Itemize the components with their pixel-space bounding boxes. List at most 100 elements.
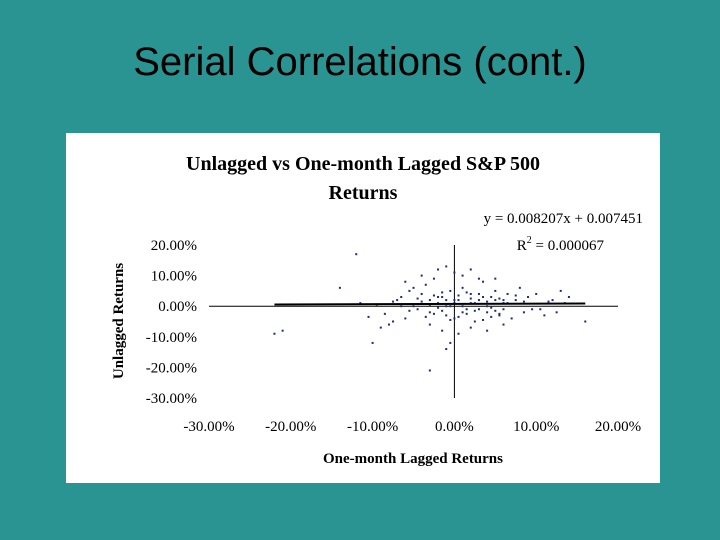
data-point	[518, 286, 521, 289]
data-point	[281, 329, 284, 332]
data-point	[486, 305, 489, 308]
data-point	[486, 300, 489, 303]
chart-title-line2: Returns	[329, 182, 398, 204]
data-point	[449, 305, 452, 308]
data-point	[449, 289, 452, 292]
data-point	[453, 317, 456, 320]
data-point	[465, 312, 468, 315]
data-point	[506, 292, 509, 295]
data-point	[469, 292, 472, 295]
data-point	[371, 341, 374, 344]
data-point	[273, 332, 276, 335]
chart-panel: Unlagged vs One-month Lagged S&P 500 Ret…	[66, 133, 660, 483]
data-point	[461, 286, 464, 289]
data-point	[457, 315, 460, 318]
data-point	[420, 300, 423, 303]
data-point	[543, 314, 546, 317]
data-point	[502, 323, 505, 326]
data-point	[567, 296, 570, 299]
data-point	[412, 286, 415, 289]
data-point	[531, 308, 534, 311]
data-point	[477, 308, 480, 311]
data-point	[424, 315, 427, 318]
data-point	[445, 299, 448, 302]
x-tick-label: -10.00%	[347, 419, 398, 435]
data-point	[424, 283, 427, 286]
data-point	[461, 305, 464, 308]
data-point	[547, 300, 550, 303]
data-point	[392, 300, 395, 303]
data-point	[527, 296, 530, 299]
data-point	[404, 317, 407, 320]
data-point	[494, 289, 497, 292]
chart-title-line1: Unlagged vs One-month Lagged S&P 500	[186, 153, 540, 175]
data-point	[494, 309, 497, 312]
data-point	[498, 297, 501, 300]
data-point	[338, 286, 341, 289]
data-point	[441, 309, 444, 312]
data-point	[428, 323, 431, 326]
data-point	[383, 312, 386, 315]
data-point	[514, 294, 517, 297]
data-point	[441, 296, 444, 299]
data-point	[432, 277, 435, 280]
trendline-equation: y = 0.008207x + 0.007451	[484, 211, 643, 227]
y-tick-label: 20.00%	[151, 238, 197, 254]
data-point	[404, 280, 407, 283]
data-point	[477, 299, 480, 302]
data-point	[400, 305, 403, 308]
data-point	[535, 292, 538, 295]
y-tick-label: -10.00%	[146, 330, 197, 346]
data-point	[465, 308, 468, 311]
y-tick-label: -20.00%	[146, 360, 197, 376]
trendline-group	[274, 302, 586, 306]
data-point	[469, 268, 472, 271]
data-point	[412, 305, 415, 308]
data-point	[490, 306, 493, 309]
y-tick-label: -30.00%	[146, 391, 197, 407]
data-point	[416, 297, 419, 300]
data-point	[461, 274, 464, 277]
data-point	[379, 326, 382, 329]
data-point	[437, 268, 440, 271]
x-tick-label: 10.00%	[513, 419, 559, 435]
data-point	[559, 289, 562, 292]
data-point	[490, 315, 493, 318]
data-point	[502, 299, 505, 302]
data-point	[367, 315, 370, 318]
data-point	[457, 299, 460, 302]
data-point	[445, 314, 448, 317]
data-point	[486, 329, 489, 332]
data-point	[486, 311, 489, 314]
data-point	[400, 296, 403, 299]
data-point	[428, 369, 431, 372]
data-point	[473, 320, 476, 323]
data-point	[396, 299, 399, 302]
r-squared-label: R2 = 0.000067	[517, 235, 605, 254]
data-point	[428, 299, 431, 302]
data-point	[469, 297, 472, 300]
data-point	[514, 299, 517, 302]
data-point	[461, 311, 464, 314]
slide-title: Serial Correlations (cont.)	[133, 40, 587, 84]
trendline	[274, 302, 586, 306]
data-point	[420, 274, 423, 277]
data-point	[494, 299, 497, 302]
data-point	[437, 306, 440, 309]
y-tick-label: 10.00%	[151, 269, 197, 285]
x-tick-label: -30.00%	[183, 419, 234, 435]
data-point	[469, 326, 472, 329]
data-point	[490, 296, 493, 299]
x-axis-label: One-month Lagged Returns	[323, 451, 503, 467]
data-point	[432, 312, 435, 315]
data-point	[522, 300, 525, 303]
data-point	[408, 309, 411, 312]
points-group	[273, 253, 587, 372]
data-point	[457, 294, 460, 297]
data-point	[584, 320, 587, 323]
data-point	[522, 311, 525, 314]
data-point	[555, 311, 558, 314]
data-point	[473, 309, 476, 312]
data-point	[477, 292, 480, 295]
data-point	[359, 302, 362, 305]
